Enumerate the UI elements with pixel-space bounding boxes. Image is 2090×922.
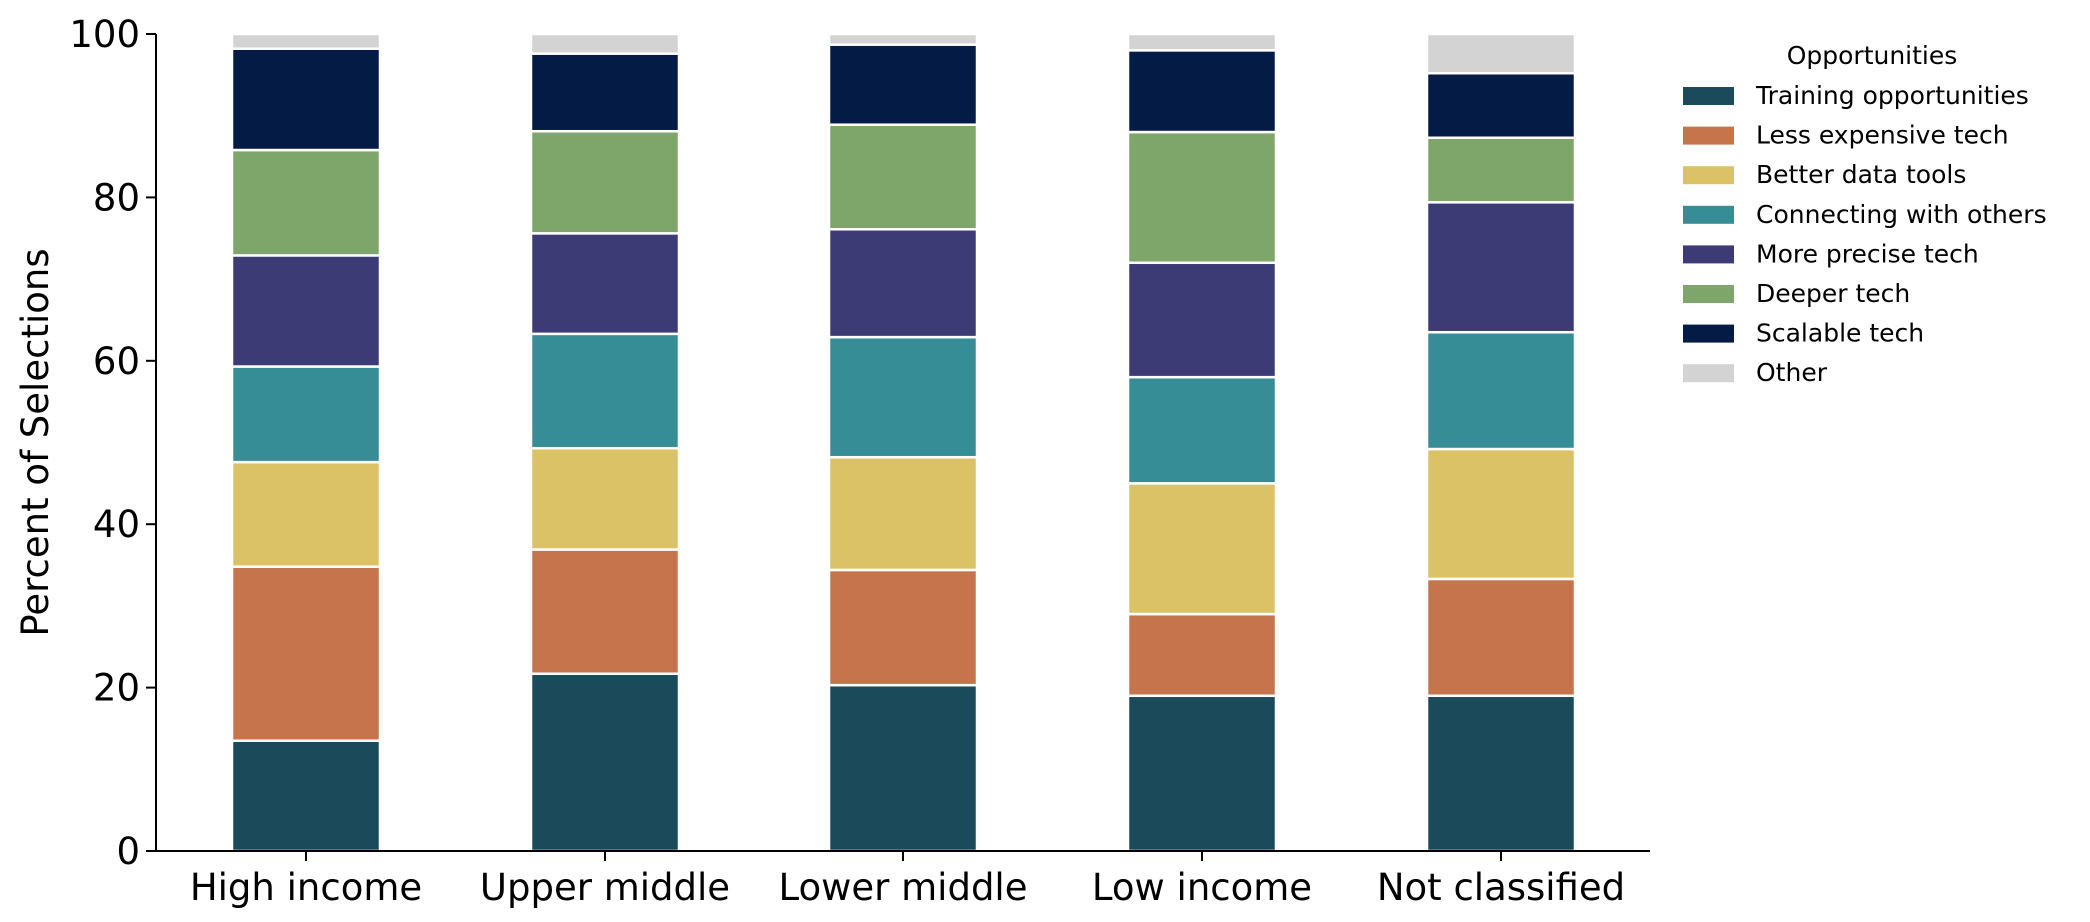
y-tick-label: 80 xyxy=(93,176,140,219)
bar-segment-4-4 xyxy=(1425,201,1577,334)
legend-title: Opportunities xyxy=(1787,41,1958,70)
y-axis-title: Percent of Selections xyxy=(14,248,57,636)
y-axis-ticks: 0 20 40 60 80 100 xyxy=(69,13,156,873)
bar-segment-4-0 xyxy=(230,254,382,368)
legend-label-3: Connecting with others xyxy=(1756,200,2047,229)
bars-layer xyxy=(230,32,1577,853)
bar-segment-7-1 xyxy=(529,32,681,55)
bar-segment-4-2 xyxy=(827,228,979,339)
y-tick-label: 0 xyxy=(116,830,140,873)
y-tick-label: 60 xyxy=(93,340,140,383)
bar-segment-1-2 xyxy=(827,568,979,687)
bar-segment-6-3 xyxy=(1126,49,1278,134)
bar-segment-3-3 xyxy=(1126,375,1278,485)
bar-segment-2-1 xyxy=(529,446,681,551)
x-tick-label: Lower middle xyxy=(779,866,1028,909)
legend-swatch-6 xyxy=(1683,324,1734,343)
bar-segment-7-0 xyxy=(230,32,382,50)
bar-segment-7-3 xyxy=(1126,32,1278,52)
y-tick-label: 40 xyxy=(93,503,140,546)
bar-segment-5-0 xyxy=(230,148,382,257)
bar-segment-0-3 xyxy=(1126,694,1278,853)
x-tick-label: Upper middle xyxy=(480,866,730,909)
bar-segment-1-4 xyxy=(1425,577,1577,698)
legend-label-7: Other xyxy=(1756,358,1828,387)
bar-segment-0-1 xyxy=(529,672,681,853)
legend-label-6: Scalable tech xyxy=(1756,319,1924,348)
x-axis-ticks: High income Upper middle Lower middle Low i… xyxy=(190,851,1625,909)
legend: Opportunities Training opportunities Less… xyxy=(1683,41,2047,387)
x-tick-label: Low income xyxy=(1092,866,1312,909)
bar-segment-1-3 xyxy=(1126,612,1278,698)
x-tick-label: High income xyxy=(190,866,422,909)
bar-segment-2-0 xyxy=(230,460,382,568)
bar-segment-3-4 xyxy=(1425,330,1577,451)
bar-segment-5-4 xyxy=(1425,136,1577,204)
bar-segment-5-1 xyxy=(529,129,681,235)
legend-swatch-3 xyxy=(1683,205,1734,224)
bar-segment-7-4 xyxy=(1425,32,1577,75)
legend-label-5: Deeper tech xyxy=(1756,279,1910,308)
bar-segment-1-0 xyxy=(230,565,382,742)
legend-swatch-4 xyxy=(1683,245,1734,264)
bar-segment-0-0 xyxy=(230,739,382,853)
bar-segment-3-1 xyxy=(529,332,681,450)
legend-swatch-7 xyxy=(1683,364,1734,383)
x-tick-label: Not classified xyxy=(1377,866,1625,909)
bar-segment-0-2 xyxy=(827,683,979,853)
legend-swatch-1 xyxy=(1683,126,1734,145)
bar-segment-4-3 xyxy=(1126,261,1278,379)
y-tick-label: 20 xyxy=(93,667,140,710)
legend-label-0: Training opportunities xyxy=(1755,81,2029,110)
bar-segment-0-4 xyxy=(1425,694,1577,853)
bar-segment-6-0 xyxy=(230,47,382,152)
bar-segment-6-4 xyxy=(1425,71,1577,140)
bar-segment-7-2 xyxy=(827,32,979,46)
bar-segment-3-0 xyxy=(230,365,382,464)
bar-segment-2-4 xyxy=(1425,447,1577,581)
legend-label-2: Better data tools xyxy=(1756,160,1966,189)
bar-segment-1-1 xyxy=(529,548,681,675)
bar-segment-6-1 xyxy=(529,52,681,133)
legend-swatch-5 xyxy=(1683,285,1734,303)
bar-segment-5-3 xyxy=(1126,130,1278,265)
bar-segment-5-2 xyxy=(827,123,979,231)
legend-swatch-2 xyxy=(1683,166,1734,185)
legend-swatch-0 xyxy=(1683,87,1734,105)
bar-segment-3-2 xyxy=(827,335,979,459)
bar-segment-2-2 xyxy=(827,455,979,572)
bar-segment-6-2 xyxy=(827,43,979,126)
bar-segment-4-1 xyxy=(529,232,681,336)
legend-label-1: Less expensive tech xyxy=(1756,121,2009,150)
bar-segment-2-3 xyxy=(1126,482,1278,616)
y-tick-label: 100 xyxy=(69,13,140,56)
legend-label-4: More precise tech xyxy=(1756,239,1979,268)
